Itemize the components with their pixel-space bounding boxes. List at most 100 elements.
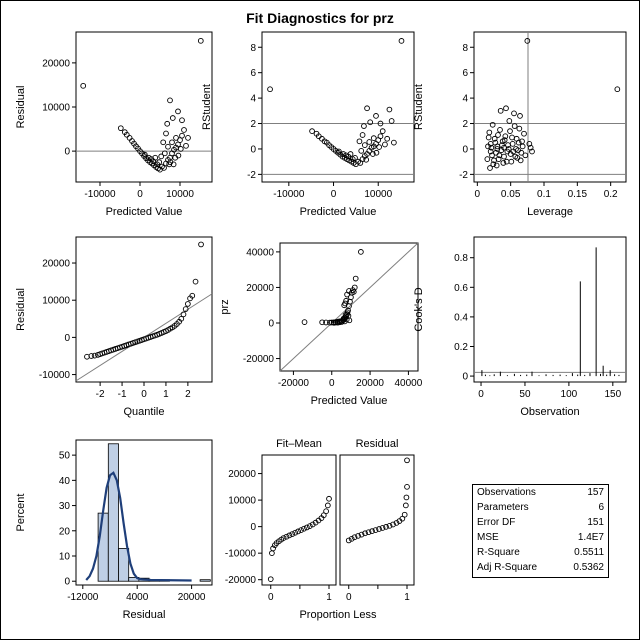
- residual-fit-spread-group: -20000 -10000 0 10000 20000 0 1 0 1 Fit–Mean Resid…: [225, 438, 415, 621]
- histogram-bar: [107, 443, 119, 582]
- y-axis-label: Percent: [15, 494, 27, 532]
- x-axis-label: Predicted Value: [311, 395, 388, 407]
- fit-mean-point: [298, 527, 304, 533]
- residual-point: [379, 525, 386, 531]
- panel-frame: [339, 454, 415, 586]
- data-point: [351, 284, 358, 291]
- y-tick-label: 8: [250, 43, 256, 54]
- x-tick-label: 1: [404, 592, 410, 603]
- y-tick-label: -2: [459, 170, 468, 181]
- x-tick-label: 0: [478, 389, 484, 400]
- data-point: [301, 319, 308, 325]
- y-tick-label: 4: [250, 94, 256, 105]
- y-axis-label: Cook's D: [413, 287, 425, 331]
- data-point: [489, 121, 496, 128]
- y-tick-label: 0.6: [454, 283, 468, 294]
- data-point: [88, 353, 95, 359]
- data-point: [356, 138, 363, 145]
- residual-point: [358, 531, 365, 538]
- y-tick-label: 0: [250, 144, 256, 155]
- stats-value: 151: [587, 517, 604, 528]
- residual-point: [372, 527, 379, 533]
- data-point: [491, 135, 498, 142]
- stats-value: 6: [598, 502, 604, 513]
- data-point: [185, 135, 191, 141]
- data-point: [343, 152, 349, 159]
- data-point: [376, 144, 382, 150]
- y-tick-label: 20000: [246, 283, 274, 294]
- cooks-d-axes: 0 50 100 150 0 0.2 0.4 0.6 0.8 Observation Cook's …: [413, 236, 627, 418]
- data-point: [398, 38, 405, 44]
- data-point: [148, 156, 155, 162]
- data-point: [117, 125, 124, 132]
- data-point: [160, 139, 167, 146]
- y-tick-label: 0: [462, 144, 468, 155]
- data-point: [484, 156, 491, 162]
- data-point: [173, 135, 179, 141]
- x-tick-label: 0: [475, 189, 481, 200]
- y-tick-label: 8: [462, 43, 468, 54]
- x-tick-label: -10000: [84, 189, 116, 200]
- stats-value: 0.5511: [574, 547, 604, 558]
- data-point: [377, 133, 384, 140]
- data-point: [509, 141, 516, 147]
- histogram-bar: [118, 548, 130, 582]
- y-tick-label: -20000: [225, 575, 257, 586]
- data-point: [517, 113, 523, 119]
- data-point: [346, 317, 353, 324]
- fit-mean-point: [306, 523, 313, 529]
- data-point: [175, 108, 181, 115]
- data-point: [352, 154, 358, 161]
- x-tick-label: 0.1: [537, 189, 551, 200]
- x-axis-label: Proportion Less: [299, 609, 377, 621]
- y-tick-label: 0: [64, 577, 70, 588]
- data-point: [343, 297, 349, 304]
- stats-label: R-Square: [477, 547, 520, 558]
- data-point: [526, 141, 533, 147]
- x-axis-label: Leverage: [527, 206, 573, 218]
- panel-frame: [261, 454, 337, 586]
- stats-value: 157: [587, 487, 604, 498]
- data-point: [179, 132, 185, 139]
- data-point: [502, 133, 509, 140]
- x-tick-label: 0.15: [568, 189, 588, 200]
- residual-qq-axes: -2 -1 0 1 2 -10000 0 10000 20000 Quantile Residual: [15, 236, 213, 418]
- data-point: [485, 134, 492, 141]
- data-point: [500, 160, 507, 166]
- x-tick-label: 0.05: [501, 189, 521, 200]
- fit-mean-point: [301, 525, 307, 532]
- x-tick-label: -10000: [273, 189, 305, 200]
- x-tick-label: 50: [519, 389, 531, 400]
- data-point: [346, 288, 352, 294]
- figure-title: Fit Diagnostics for prz: [246, 10, 394, 26]
- x-tick-label: 4000: [126, 592, 149, 603]
- data-point: [343, 316, 350, 323]
- fit-mean-point: [292, 529, 299, 536]
- x-tick-label: -2: [96, 389, 105, 400]
- y-tick-label: 0: [268, 319, 274, 330]
- data-point: [169, 115, 176, 121]
- y-tick-label: 6: [250, 68, 256, 79]
- stats-label: Error DF: [477, 517, 516, 528]
- y-tick-label: -10000: [39, 370, 71, 381]
- fit-mean-point: [283, 533, 290, 540]
- data-point: [358, 249, 364, 255]
- fit-mean-point: [295, 528, 301, 535]
- data-point: [515, 147, 521, 154]
- data-point: [156, 159, 163, 165]
- y-tick-label: -10000: [225, 549, 257, 560]
- data-point: [386, 106, 393, 113]
- data-point: [382, 141, 388, 148]
- rstudent-vs-predicted-axes: -10000 0 10000 -2 0 2 4 6 8 Predicted Value RStude…: [201, 31, 415, 218]
- data-point: [340, 151, 347, 157]
- y-tick-label: 0.2: [454, 342, 468, 353]
- data-point: [373, 113, 379, 119]
- stats-label: Parameters: [477, 502, 529, 513]
- data-point: [529, 148, 535, 155]
- data-point: [189, 292, 196, 299]
- data-point: [182, 306, 189, 312]
- data-point: [328, 319, 335, 326]
- y-axis-label: RStudent: [201, 84, 213, 130]
- y-tick-label: -2: [247, 170, 256, 181]
- data-point: [91, 352, 98, 359]
